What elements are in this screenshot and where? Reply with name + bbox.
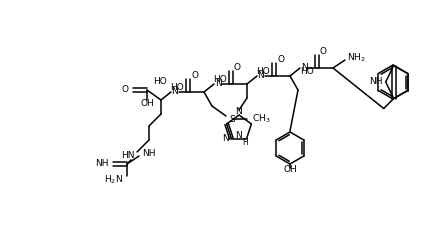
Text: O: O — [191, 71, 198, 79]
Text: N: N — [172, 87, 178, 97]
Text: HN: HN — [121, 151, 135, 161]
Text: HO: HO — [153, 78, 167, 86]
Text: HO: HO — [170, 83, 184, 92]
Text: NH$_2$: NH$_2$ — [347, 52, 366, 64]
Text: OH: OH — [140, 100, 154, 109]
Text: OH: OH — [283, 166, 297, 174]
Text: N: N — [215, 79, 222, 88]
Text: H$_2$N: H$_2$N — [104, 174, 123, 186]
Text: O: O — [122, 85, 129, 94]
Text: HO: HO — [256, 68, 270, 77]
Text: H: H — [242, 138, 247, 147]
Text: N: N — [236, 107, 243, 115]
Text: NH: NH — [369, 78, 383, 86]
Text: HO: HO — [213, 76, 227, 84]
Text: N: N — [258, 72, 264, 80]
Text: O: O — [277, 54, 284, 64]
Text: CH$_3$: CH$_3$ — [252, 113, 271, 125]
Text: N: N — [235, 131, 242, 140]
Text: NH: NH — [96, 160, 109, 169]
Text: N: N — [222, 134, 229, 143]
Text: S: S — [229, 114, 235, 123]
Text: O: O — [320, 47, 327, 55]
Text: HO: HO — [300, 67, 314, 76]
Text: NH: NH — [142, 149, 156, 159]
Text: N: N — [301, 64, 307, 73]
Text: O: O — [234, 62, 241, 72]
